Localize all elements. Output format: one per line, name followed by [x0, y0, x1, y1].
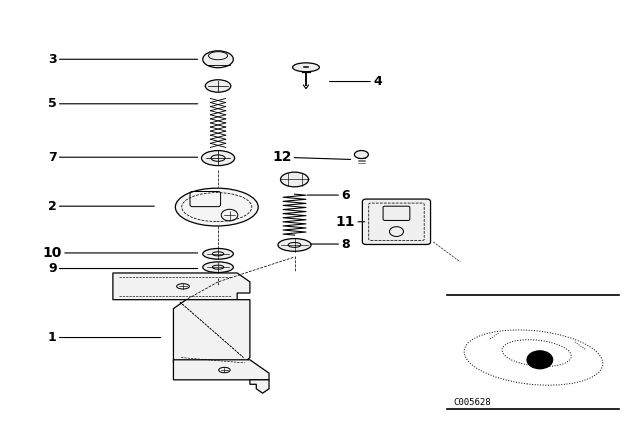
Ellipse shape	[355, 151, 369, 159]
Text: 8: 8	[310, 237, 350, 250]
Text: 12: 12	[272, 150, 351, 164]
Text: 1: 1	[48, 331, 161, 344]
Polygon shape	[113, 273, 250, 300]
Ellipse shape	[292, 63, 319, 72]
FancyBboxPatch shape	[362, 199, 431, 245]
Ellipse shape	[202, 151, 235, 166]
Text: C005628: C005628	[454, 398, 492, 407]
Text: 6: 6	[307, 189, 350, 202]
Polygon shape	[173, 300, 250, 369]
Text: 11: 11	[336, 215, 365, 229]
Text: 2: 2	[48, 200, 154, 213]
Text: 5: 5	[48, 97, 198, 110]
Ellipse shape	[203, 51, 234, 68]
Ellipse shape	[278, 238, 311, 251]
Polygon shape	[173, 360, 269, 380]
Text: 10: 10	[43, 246, 198, 260]
Ellipse shape	[205, 80, 231, 92]
Polygon shape	[250, 380, 269, 393]
Circle shape	[527, 351, 552, 369]
Ellipse shape	[203, 249, 234, 259]
Text: 3: 3	[48, 53, 198, 66]
Text: 9: 9	[48, 262, 198, 275]
Ellipse shape	[203, 262, 234, 272]
Text: 4: 4	[330, 75, 381, 88]
Ellipse shape	[280, 172, 308, 187]
Text: 7: 7	[48, 151, 198, 164]
Ellipse shape	[175, 188, 258, 226]
